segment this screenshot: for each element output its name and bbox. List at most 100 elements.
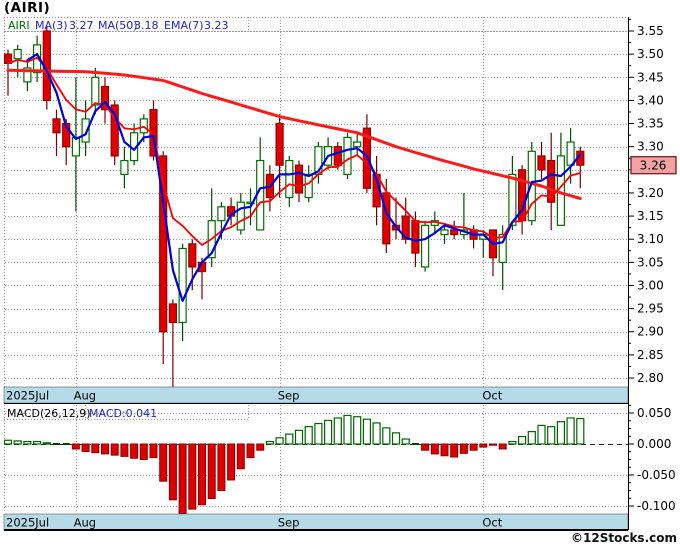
macd-bar-negative — [130, 443, 139, 459]
macd-bar-positive — [508, 440, 517, 445]
candle-body — [81, 118, 90, 143]
macd-bar-negative — [227, 443, 236, 481]
candle-body — [188, 243, 197, 268]
candle-body — [343, 136, 352, 176]
macd-bar-positive — [547, 426, 556, 445]
ma50-label: MA(50) — [98, 19, 138, 32]
macd-bar-negative — [469, 443, 478, 451]
price-tag-box — [630, 155, 677, 175]
macd-bar-negative — [178, 443, 187, 514]
candle-body — [333, 146, 342, 166]
macd-axis-label: 0.050 — [637, 406, 671, 420]
candle-body — [52, 118, 61, 134]
macd-bar-negative — [246, 443, 255, 459]
candle-body — [440, 229, 449, 236]
price-axis-label: 3.35 — [637, 117, 664, 131]
month-label: Sep — [278, 516, 300, 530]
candle-body — [566, 141, 575, 166]
candle-body — [421, 224, 430, 268]
ma50-value: 3.18 — [134, 19, 159, 32]
macd-bars — [4, 414, 585, 514]
ema7-label: EMA(7) — [164, 19, 204, 32]
macd-bar-negative — [91, 443, 100, 454]
ma3-value: 3.27 — [69, 19, 94, 32]
price-tag-value: 3.26 — [640, 159, 667, 173]
macd-bar-positive — [382, 427, 391, 445]
candle-body — [71, 136, 81, 157]
macd-bar-positive — [517, 435, 527, 445]
price-axis-label: 2.90 — [637, 325, 664, 339]
month-label: Sep — [278, 389, 300, 403]
macd-bar-positive — [343, 414, 352, 445]
candle-body — [100, 85, 110, 111]
macd-bar-negative — [489, 443, 497, 446]
macd-bar-negative — [450, 443, 459, 458]
price-axis-label: 3.50 — [637, 47, 664, 61]
month-label: 2025Jul — [6, 516, 49, 530]
price-axis: 3.55 3.50 3.45 3.40 3.35 3.30 3.20 3.15 3.10 3.05… — [627, 17, 676, 530]
month-label: 2025Jul — [6, 389, 49, 403]
macd-bar-negative — [479, 443, 488, 448]
macd-bar-positive — [401, 438, 410, 445]
macd-bar-positive — [566, 417, 575, 445]
date-axis-strip — [3, 513, 629, 531]
macd-bar-positive — [13, 440, 22, 445]
candle-body — [159, 155, 168, 333]
candle-body — [547, 159, 556, 203]
candle-body — [217, 206, 226, 222]
macd-bar-positive — [537, 424, 546, 445]
macd-bar-negative — [236, 443, 245, 470]
candle-body — [411, 220, 420, 254]
price-axis-label: 2.80 — [637, 371, 664, 385]
candle-body — [168, 303, 177, 324]
macd-bar-negative — [207, 443, 216, 500]
macd-bar-negative — [168, 443, 177, 501]
ema7-value: 3.23 — [204, 19, 229, 32]
macd-bar-positive — [527, 431, 536, 445]
price-axis-label: 3.20 — [637, 186, 664, 200]
candle-body — [120, 159, 129, 176]
macd-bar-positive — [391, 432, 401, 445]
candle-body — [353, 141, 362, 148]
candle-body — [13, 48, 22, 60]
candle-body — [91, 76, 100, 106]
macd-bar-negative — [498, 443, 507, 450]
macd-bar-negative — [256, 443, 265, 451]
month-gridlines — [76, 17, 484, 513]
macd-bar-negative — [139, 443, 148, 460]
candle-body — [401, 215, 410, 240]
candle-body — [508, 173, 517, 226]
ma3-line — [26, 52, 582, 302]
macd-bar-negative — [110, 443, 119, 456]
copyright-watermark: ©12Stocks.com — [571, 531, 677, 545]
candle-body — [139, 118, 148, 134]
macd-bar-positive — [314, 422, 323, 445]
price-axis-label: 3.15 — [637, 209, 664, 223]
price-axis-label: 3.05 — [637, 255, 664, 269]
macd-bar-negative — [71, 443, 80, 450]
candle-body — [110, 104, 119, 157]
macd-bar-positive — [23, 440, 32, 445]
candle-body — [23, 67, 32, 83]
price-axis-label: 3.40 — [637, 93, 664, 107]
candle-body — [285, 159, 294, 199]
macd-bar-negative — [101, 443, 109, 455]
macd-bar-negative — [440, 443, 449, 457]
month-label: Oct — [482, 516, 502, 530]
macd-params-label: MACD(26,12,9) — [7, 407, 91, 420]
price-axis-label: 3.55 — [637, 24, 664, 38]
candle-body — [236, 201, 245, 231]
month-label: Aug — [74, 389, 96, 403]
macd-bar-positive — [4, 439, 13, 445]
month-label: Aug — [74, 516, 96, 530]
month-label: Oct — [482, 389, 502, 403]
ma3-label: MA(3) — [35, 19, 68, 32]
macd-bar-positive — [275, 437, 284, 445]
macd-bar-negative — [188, 443, 197, 510]
candles — [4, 26, 585, 387]
macd-bar-positive — [353, 416, 362, 445]
macd-bar-zero — [411, 443, 419, 445]
symbol-label: AIRI — [8, 19, 30, 32]
macd-bar-zero — [53, 443, 60, 445]
